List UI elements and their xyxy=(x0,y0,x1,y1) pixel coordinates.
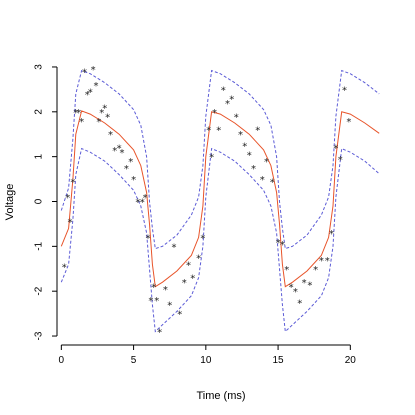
plot-points: ****************** ****** ****************… xyxy=(62,65,352,338)
fitted-line xyxy=(60,110,380,288)
data-point: * xyxy=(96,117,101,128)
data-point: * xyxy=(289,283,294,294)
data-point: * xyxy=(76,108,81,119)
data-point: * xyxy=(216,126,221,137)
data-point: * xyxy=(297,298,302,309)
data-point: * xyxy=(346,117,351,128)
y-tick-label: 1 xyxy=(34,153,45,159)
y-tick-label: 2 xyxy=(34,109,45,115)
x-tick-label: 5 xyxy=(131,355,137,366)
data-point: * xyxy=(264,157,269,168)
data-point: * xyxy=(117,144,122,155)
data-point: * xyxy=(146,233,151,244)
data-point: * xyxy=(85,90,90,101)
data-point: * xyxy=(229,94,234,105)
data-point: * xyxy=(140,198,145,209)
confidence-band-line xyxy=(60,147,380,333)
data-point: * xyxy=(177,310,182,321)
data-point: * xyxy=(99,108,104,119)
data-point: * xyxy=(105,112,110,123)
x-axis: 0 5 10 15 20 xyxy=(59,344,357,366)
data-point: * xyxy=(65,193,70,204)
data-point: * xyxy=(313,265,318,276)
y-tick-label: 0 xyxy=(34,198,45,204)
data-point: * xyxy=(151,283,156,294)
data-point: * xyxy=(143,193,148,204)
data-point: * xyxy=(255,126,260,137)
data-point: * xyxy=(302,278,307,289)
data-point: * xyxy=(276,238,281,249)
plot-lines xyxy=(60,69,380,333)
x-axis-title: Time (ms) xyxy=(196,390,245,402)
data-point: * xyxy=(112,146,117,157)
x-tick-label: 0 xyxy=(59,355,65,366)
data-point: * xyxy=(196,254,201,265)
data-point: * xyxy=(234,112,239,123)
data-point: * xyxy=(167,301,172,312)
data-point: * xyxy=(238,130,243,141)
data-point: * xyxy=(82,68,87,79)
data-point: * xyxy=(182,278,187,289)
data-point: * xyxy=(251,164,256,175)
confidence-band-line xyxy=(60,69,380,250)
data-point: * xyxy=(342,85,347,96)
data-point: * xyxy=(108,130,113,141)
data-point: * xyxy=(293,287,298,298)
data-point: * xyxy=(172,242,177,253)
x-tick-label: 20 xyxy=(345,355,357,366)
data-point: * xyxy=(124,164,129,175)
data-point: * xyxy=(102,103,107,114)
data-point: * xyxy=(131,175,136,186)
data-point: * xyxy=(338,155,343,166)
data-point: * xyxy=(284,265,289,276)
data-point: * xyxy=(242,141,247,152)
data-point: * xyxy=(88,88,93,99)
y-axis-title: Voltage xyxy=(4,184,16,221)
data-point: * xyxy=(206,126,211,137)
data-point: * xyxy=(280,240,285,251)
y-tick-label: -3 xyxy=(34,331,45,340)
data-point: * xyxy=(260,175,265,186)
data-point: * xyxy=(221,85,226,96)
data-point: * xyxy=(154,296,159,307)
data-point: * xyxy=(148,296,153,307)
data-point: * xyxy=(247,150,252,161)
data-point: * xyxy=(200,233,205,244)
data-point: * xyxy=(325,256,330,267)
data-point: * xyxy=(186,260,191,271)
x-tick-label: 10 xyxy=(200,355,212,366)
data-point: * xyxy=(270,177,275,188)
data-point: * xyxy=(307,281,312,292)
y-tick-label: -1 xyxy=(34,241,45,250)
data-point: * xyxy=(128,157,133,168)
data-point: * xyxy=(68,218,73,229)
data-point: * xyxy=(62,263,67,274)
x-tick-label: 15 xyxy=(273,355,285,366)
data-point: * xyxy=(79,117,84,128)
y-tick-label: -2 xyxy=(34,286,45,295)
y-axis: -3 -2 -1 0 1 2 3 xyxy=(34,64,58,340)
data-point: * xyxy=(163,285,168,296)
data-point: * xyxy=(73,108,78,119)
data-point: * xyxy=(209,153,214,164)
y-tick-label: 3 xyxy=(34,64,45,70)
data-point: * xyxy=(319,256,324,267)
data-point: * xyxy=(225,99,230,110)
data-point: * xyxy=(333,144,338,155)
data-point: * xyxy=(135,198,140,209)
data-point: * xyxy=(157,328,162,339)
data-point: * xyxy=(91,65,96,76)
data-point: * xyxy=(94,81,99,92)
data-point: * xyxy=(70,177,75,188)
data-point: * xyxy=(329,229,334,240)
data-point: * xyxy=(190,274,195,285)
data-point: * xyxy=(120,148,125,159)
data-point: * xyxy=(212,108,217,119)
